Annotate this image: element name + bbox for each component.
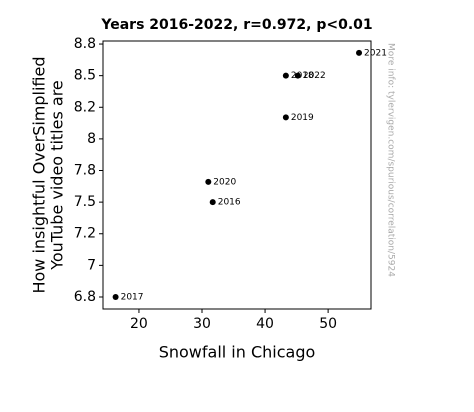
chart-title: Years 2016-2022, r=0.972, p<0.01 bbox=[100, 17, 372, 33]
point bbox=[205, 178, 212, 185]
x-tick-label: 20 bbox=[130, 316, 148, 332]
y-axis-label: How insightful OverSimplified bbox=[30, 56, 49, 293]
x-axis-label: Snowfall in Chicago bbox=[159, 343, 316, 362]
plot-frame bbox=[102, 40, 372, 310]
y-tick-label: 8 bbox=[87, 131, 96, 147]
point-label: 2022 bbox=[303, 71, 326, 81]
point-label: 2016 bbox=[218, 198, 241, 208]
y-tick-label: 7.5 bbox=[74, 194, 96, 210]
y-tick-label: 8.8 bbox=[74, 36, 96, 52]
point bbox=[294, 72, 301, 79]
point bbox=[209, 199, 216, 206]
y-tick-label: 8.2 bbox=[74, 99, 96, 115]
point bbox=[112, 293, 119, 300]
point-label: 2021 bbox=[364, 48, 387, 58]
point-label: 2020 bbox=[213, 177, 236, 187]
x-tick-label: 40 bbox=[256, 316, 274, 332]
point-label: 2017 bbox=[121, 292, 144, 302]
x-tick-label: 50 bbox=[319, 316, 337, 332]
y-axis-label: YouTube video titles are bbox=[48, 80, 67, 271]
y-tick-label: 6.8 bbox=[74, 289, 96, 305]
point bbox=[282, 72, 289, 79]
y-tick-label: 8.5 bbox=[74, 68, 96, 84]
watermark: More info: tylervigen.com/spurious/corre… bbox=[386, 43, 396, 277]
point bbox=[356, 49, 363, 56]
point bbox=[282, 114, 289, 121]
y-tick-label: 7.2 bbox=[74, 226, 96, 242]
y-tick-label: 7.8 bbox=[74, 163, 96, 179]
y-tick-label: 7 bbox=[87, 257, 96, 273]
point-label: 2018 bbox=[291, 71, 314, 81]
x-tick-label: 30 bbox=[193, 316, 211, 332]
point-label: 2019 bbox=[291, 113, 314, 123]
